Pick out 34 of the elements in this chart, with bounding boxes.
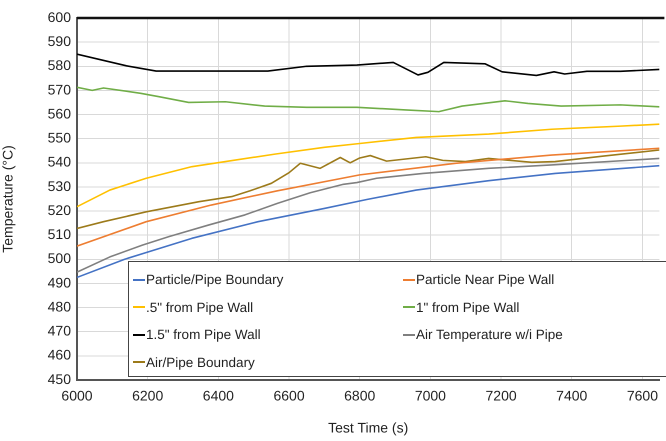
legend-label: Air/Pipe Boundary bbox=[146, 354, 255, 370]
y-tick-label: 510 bbox=[48, 226, 72, 242]
y-tick-label: 580 bbox=[48, 57, 72, 74]
y-tick-label: 490 bbox=[48, 274, 72, 290]
legend-label: Particle/Pipe Boundary bbox=[146, 272, 284, 287]
x-tick-label: 6600 bbox=[273, 387, 305, 404]
y-tick-label: 480 bbox=[48, 298, 72, 314]
y-tick-label: 560 bbox=[48, 105, 72, 122]
x-tick-label: 6200 bbox=[132, 387, 164, 404]
legend-label: Air Temperature w/i Pipe bbox=[416, 327, 563, 342]
y-tick-label: 520 bbox=[48, 202, 72, 218]
legend-label: .5" from Pipe Wall bbox=[146, 300, 254, 314]
y-tick-label: 500 bbox=[48, 250, 72, 266]
y-tick-label: 460 bbox=[48, 346, 72, 363]
x-tick-label: 7400 bbox=[556, 387, 588, 404]
legend-label: Particle Near Pipe Wall bbox=[416, 272, 554, 287]
y-tick-label: 450 bbox=[48, 370, 72, 387]
x-tick-label: 6000 bbox=[61, 387, 93, 404]
x-axis-title: Test Time (s) bbox=[328, 419, 408, 436]
y-axis-title: Temperature (°C) bbox=[0, 145, 16, 253]
x-tick-label: 7600 bbox=[626, 387, 658, 404]
y-tick-label: 550 bbox=[48, 130, 72, 146]
y-tick-label: 570 bbox=[48, 81, 72, 98]
y-tick-label: 530 bbox=[48, 178, 72, 194]
legend-label: 1" from Pipe Wall bbox=[416, 300, 520, 314]
y-tick-label: 600 bbox=[48, 8, 72, 25]
y-tick-label: 470 bbox=[48, 322, 72, 339]
x-tick-label: 6800 bbox=[344, 387, 376, 404]
legend-label: 1.5" from Pipe Wall bbox=[146, 327, 261, 342]
y-tick-label: 540 bbox=[48, 154, 72, 170]
x-tick-label: 6400 bbox=[202, 387, 234, 404]
x-tick-label: 7200 bbox=[485, 387, 517, 404]
x-tick-label: 7000 bbox=[414, 387, 446, 404]
y-tick-label: 590 bbox=[48, 32, 72, 49]
